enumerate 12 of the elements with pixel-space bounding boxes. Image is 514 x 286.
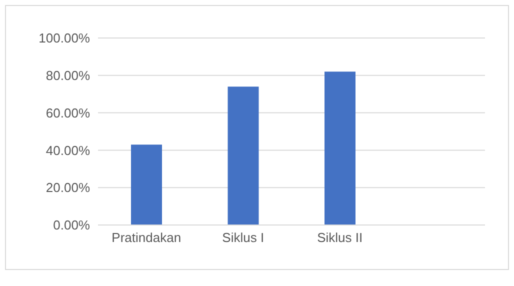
y-tick-label: 100.00%: [38, 30, 90, 46]
y-tick-label: 0.00%: [53, 218, 90, 233]
y-tick-label: 60.00%: [46, 105, 90, 120]
x-tick-label: Siklus II: [317, 230, 363, 246]
bar: [324, 72, 356, 225]
x-tick-label: Pratindakan: [112, 230, 182, 246]
bar: [228, 86, 259, 225]
y-tick-label: 20.00%: [46, 180, 90, 196]
y-tick-label: 40.00%: [46, 142, 90, 158]
y-tick-label: 80.00%: [46, 68, 90, 84]
x-tick-label: Siklus I: [222, 230, 264, 246]
bar: [131, 144, 162, 225]
